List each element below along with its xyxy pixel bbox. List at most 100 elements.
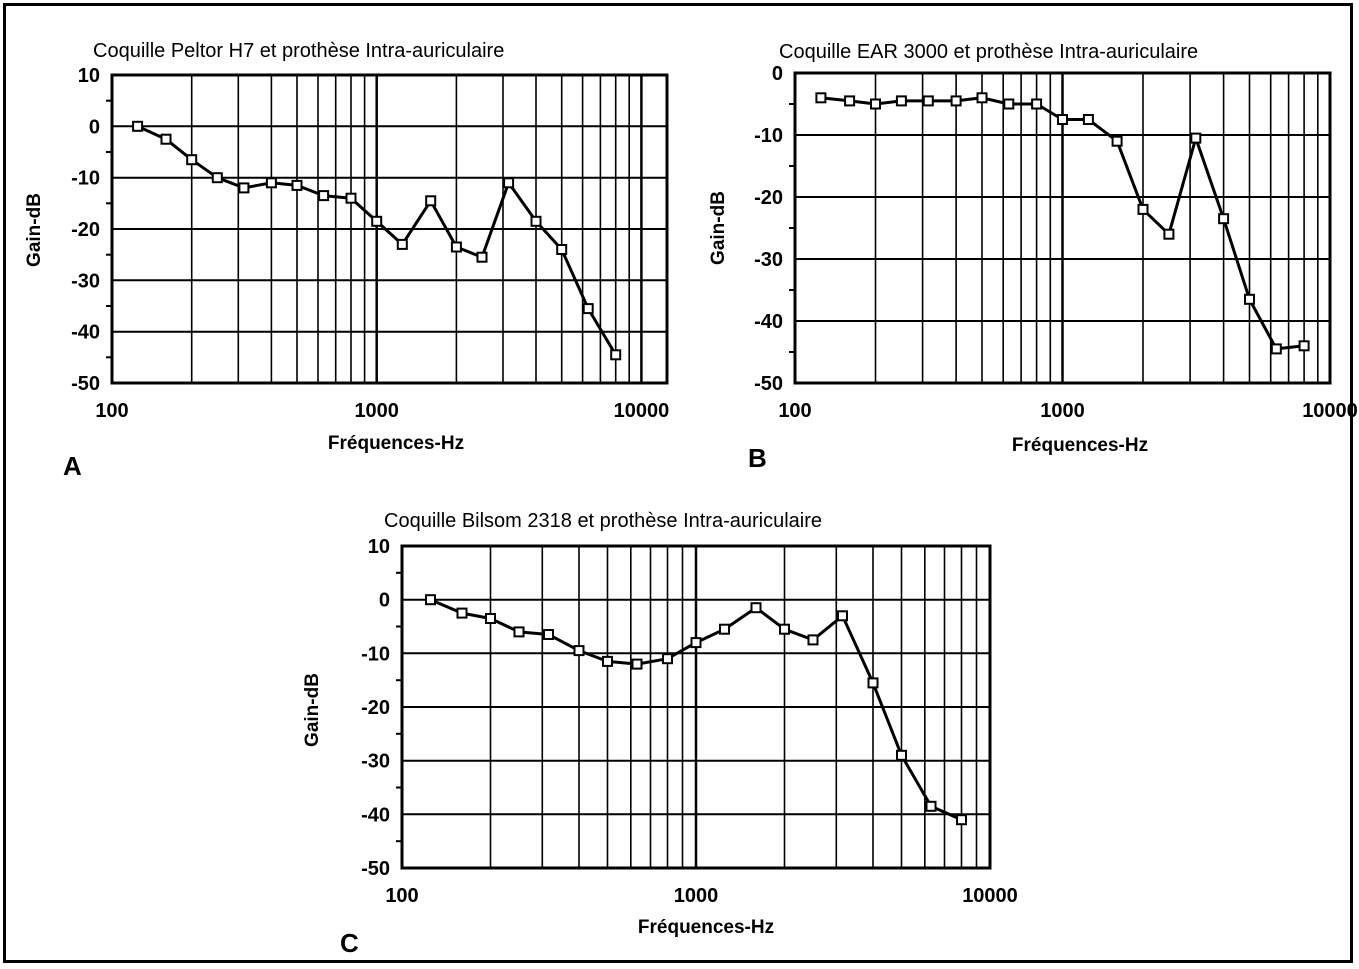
data-point [265, 177, 277, 189]
data-point [895, 95, 907, 107]
data-point [371, 215, 383, 227]
x-tick-label: 100 [385, 885, 418, 907]
data-point [750, 602, 762, 614]
data-point [662, 653, 673, 665]
data-point [922, 95, 934, 107]
data-point [976, 92, 988, 104]
grid-a [106, 74, 667, 384]
data-point [211, 172, 223, 184]
data-point [925, 800, 937, 812]
panel-letter-a: A [63, 451, 82, 481]
y-tick-label: -50 [754, 373, 783, 395]
data-point [582, 303, 594, 315]
data-point [160, 133, 172, 145]
data-point [345, 192, 357, 204]
x-tick-label: 1000 [1040, 400, 1085, 422]
data-point [530, 215, 542, 227]
panel-letter-b: B [748, 443, 767, 473]
data-point [956, 814, 967, 826]
data-point [1003, 98, 1015, 110]
chart-panel-b: Coquille EAR 3000 et prothèse Intra-auri… [708, 41, 1358, 473]
y-tick-label: -30 [71, 270, 100, 292]
data-point [896, 749, 907, 761]
data-point [1163, 228, 1175, 240]
x-tick-label: 1000 [674, 885, 719, 907]
plot-frame-b [793, 71, 1332, 385]
data-point [1111, 135, 1123, 147]
data-point [543, 629, 554, 640]
data-point [631, 658, 643, 670]
data-point [485, 613, 496, 624]
data-point [815, 92, 827, 104]
data-point [779, 623, 790, 635]
y-tick-label: -20 [71, 219, 100, 241]
y-tick-label: 10 [368, 536, 390, 558]
chart-title-b: Coquille EAR 3000 et prothèse Intra-auri… [779, 41, 1198, 63]
data-point [186, 154, 198, 166]
y-tick-label: -30 [361, 751, 390, 773]
data-point [476, 251, 488, 263]
data-point [950, 95, 962, 107]
y-tick-label: -10 [71, 168, 100, 190]
plot-frame-a [110, 73, 669, 385]
data-point [867, 677, 879, 689]
data-point [602, 655, 613, 667]
x-axis-label-b: Fréquences-Hz [1012, 435, 1148, 456]
y-tick-label: -40 [71, 322, 100, 344]
y-tick-label: -30 [754, 249, 783, 271]
data-point [1298, 340, 1310, 352]
x-tick-label: 10000 [1302, 400, 1358, 422]
plot-frame-c [400, 544, 992, 870]
y-tick-label: -50 [361, 858, 390, 880]
data-point [425, 195, 437, 207]
data-point [807, 634, 819, 646]
chart-panel-a: Coquille Peltor H7 et prothèse Intra-aur… [24, 40, 669, 481]
data-point [238, 182, 250, 194]
data-point [318, 190, 330, 202]
y-tick-label: 0 [772, 63, 783, 85]
y-tick-label: 10 [78, 65, 100, 87]
data-point [450, 241, 462, 253]
data-point [425, 594, 436, 606]
data-point [1082, 114, 1094, 125]
data-point [456, 607, 468, 619]
y-tick-label: -10 [361, 643, 390, 665]
chart-title-a: Coquille Peltor H7 et prothèse Intra-aur… [93, 40, 504, 62]
data-point [291, 179, 303, 191]
x-tick-label: 100 [95, 400, 128, 422]
data-point [1190, 132, 1202, 144]
y-tick-label: 0 [89, 116, 100, 138]
y-axis-label-b: Gain-dB [708, 191, 729, 265]
y-tick-label: -40 [754, 311, 783, 333]
data-point [1057, 114, 1068, 125]
y-axis-label-a: Gain-dB [24, 193, 45, 267]
y-axis-label-c: Gain-dB [302, 673, 323, 747]
data-point [132, 120, 144, 132]
x-tick-label: 100 [778, 400, 811, 422]
data-point [837, 610, 848, 622]
data-point [556, 244, 568, 255]
data-point [719, 623, 730, 635]
grid-c [396, 545, 992, 869]
data-point [1218, 213, 1230, 225]
panel-letter-c: C [340, 928, 359, 958]
chart-title-c: Coquille Bilsom 2318 et prothèse Intra-a… [384, 510, 822, 532]
data-point [396, 238, 408, 250]
y-tick-label: -20 [754, 187, 783, 209]
y-tick-label: -10 [754, 125, 783, 147]
y-tick-label: -40 [361, 804, 390, 826]
data-point [1137, 203, 1149, 215]
data-point [690, 637, 702, 649]
y-tick-label: 0 [379, 590, 390, 612]
data-point [610, 349, 622, 361]
chart-panel-c: Coquille Bilsom 2318 et prothèse Intra-a… [302, 510, 1018, 958]
x-axis-label-c: Fréquences-Hz [638, 917, 774, 938]
data-point [1270, 343, 1282, 355]
y-tick-label: -50 [71, 373, 100, 395]
y-tick-label: -20 [361, 697, 390, 719]
x-tick-label: 10000 [962, 885, 1018, 907]
figure-frame [3, 3, 1353, 963]
data-point [503, 177, 515, 189]
data-point [513, 626, 525, 638]
